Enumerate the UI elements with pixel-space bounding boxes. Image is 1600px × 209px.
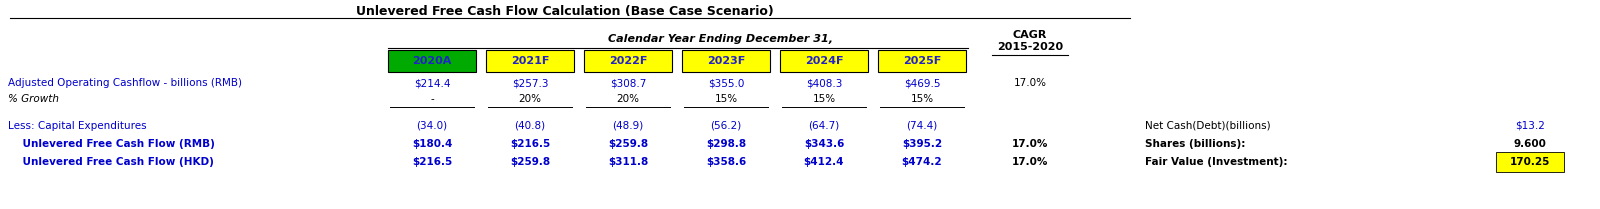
- Text: $259.8: $259.8: [510, 157, 550, 167]
- Text: Adjusted Operating Cashflow - billions (RMB): Adjusted Operating Cashflow - billions (…: [8, 78, 242, 88]
- Text: 20%: 20%: [518, 94, 541, 104]
- Text: $358.6: $358.6: [706, 157, 746, 167]
- Text: Unlevered Free Cash Flow (HKD): Unlevered Free Cash Flow (HKD): [8, 157, 214, 167]
- FancyBboxPatch shape: [486, 50, 574, 72]
- Text: 170.25: 170.25: [1510, 157, 1550, 167]
- Text: 17.0%: 17.0%: [1011, 157, 1048, 167]
- Text: 15%: 15%: [910, 94, 933, 104]
- Text: $298.8: $298.8: [706, 139, 746, 149]
- Text: $355.0: $355.0: [707, 78, 744, 88]
- Text: 15%: 15%: [715, 94, 738, 104]
- Text: $469.5: $469.5: [904, 78, 941, 88]
- Text: 2022F: 2022F: [610, 56, 646, 66]
- Text: (48.9): (48.9): [613, 121, 643, 131]
- Text: $474.2: $474.2: [902, 157, 942, 167]
- Text: 2025F: 2025F: [902, 56, 941, 66]
- Text: Net Cash(Debt)(billions): Net Cash(Debt)(billions): [1146, 121, 1270, 131]
- Text: $259.8: $259.8: [608, 139, 648, 149]
- Text: $395.2: $395.2: [902, 139, 942, 149]
- FancyBboxPatch shape: [584, 50, 672, 72]
- Text: 17.0%: 17.0%: [1011, 139, 1048, 149]
- Text: (56.2): (56.2): [710, 121, 742, 131]
- Text: Shares (billions):: Shares (billions):: [1146, 139, 1245, 149]
- Text: $216.5: $216.5: [510, 139, 550, 149]
- Text: (64.7): (64.7): [808, 121, 840, 131]
- Text: 15%: 15%: [813, 94, 835, 104]
- Text: $308.7: $308.7: [610, 78, 646, 88]
- Text: % Growth: % Growth: [8, 94, 59, 104]
- Text: -: -: [430, 94, 434, 104]
- Text: Fair Value (Investment):: Fair Value (Investment):: [1146, 157, 1288, 167]
- Text: (40.8): (40.8): [515, 121, 546, 131]
- Text: 9.600: 9.600: [1514, 139, 1547, 149]
- Text: (74.4): (74.4): [906, 121, 938, 131]
- Text: $311.8: $311.8: [608, 157, 648, 167]
- FancyBboxPatch shape: [387, 50, 477, 72]
- Text: CAGR
2015-2020: CAGR 2015-2020: [997, 30, 1062, 52]
- Text: $214.4: $214.4: [414, 78, 450, 88]
- Text: $13.2: $13.2: [1515, 121, 1546, 131]
- Text: 20%: 20%: [616, 94, 640, 104]
- Text: Unlevered Free Cash Flow (RMB): Unlevered Free Cash Flow (RMB): [8, 139, 214, 149]
- Text: $343.6: $343.6: [803, 139, 845, 149]
- Text: 2024F: 2024F: [805, 56, 843, 66]
- FancyBboxPatch shape: [878, 50, 966, 72]
- Text: 2023F: 2023F: [707, 56, 746, 66]
- Text: Unlevered Free Cash Flow Calculation (Base Case Scenario): Unlevered Free Cash Flow Calculation (Ba…: [357, 5, 774, 18]
- FancyBboxPatch shape: [1496, 152, 1565, 172]
- FancyBboxPatch shape: [682, 50, 770, 72]
- Text: 2021F: 2021F: [510, 56, 549, 66]
- FancyBboxPatch shape: [781, 50, 867, 72]
- Text: Less: Capital Expenditures: Less: Capital Expenditures: [8, 121, 147, 131]
- Text: $412.4: $412.4: [803, 157, 845, 167]
- Text: $408.3: $408.3: [806, 78, 842, 88]
- Text: $180.4: $180.4: [411, 139, 453, 149]
- Text: $257.3: $257.3: [512, 78, 549, 88]
- Text: 2020A: 2020A: [413, 56, 451, 66]
- Text: 17.0%: 17.0%: [1013, 78, 1046, 88]
- Text: (34.0): (34.0): [416, 121, 448, 131]
- Text: $216.5: $216.5: [411, 157, 453, 167]
- Text: Calendar Year Ending December 31,: Calendar Year Ending December 31,: [608, 34, 832, 44]
